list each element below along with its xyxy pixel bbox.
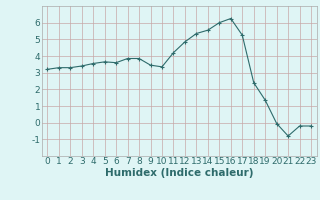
X-axis label: Humidex (Indice chaleur): Humidex (Indice chaleur) [105, 168, 253, 178]
